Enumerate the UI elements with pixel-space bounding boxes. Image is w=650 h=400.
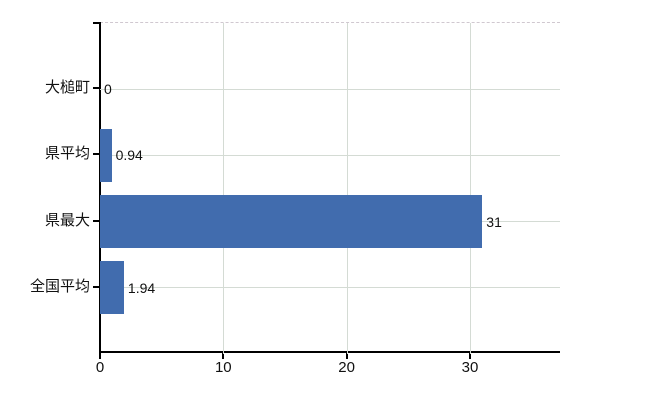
category-label: 全国平均 [29,277,90,295]
x-tick-label: 20 [338,359,355,376]
y-axis [99,22,101,353]
horizontal-gridline [100,154,560,156]
horizontal-gridline [100,287,560,289]
value-label: 0 [104,81,112,98]
bar [100,261,124,315]
y-axis-tick [93,285,100,288]
category-label: 県最大 [44,211,90,229]
y-axis-tick [93,153,100,156]
y-axis-tick [93,87,100,90]
plot-area: 0 0.94 31 1.94 [100,22,560,354]
y-axis-top-tick [93,22,100,24]
value-label: 31 [486,213,502,230]
x-axis [99,351,560,353]
x-tick-label: 30 [461,359,479,376]
x-axis-tick [345,353,348,359]
vertical-gridline [223,23,225,354]
y-axis-tick [93,219,100,222]
vertical-gridline [346,23,348,354]
bar [100,195,483,249]
category-label: 県平均 [44,145,90,163]
x-tick-label: 0 [95,359,105,376]
x-tick-label: 10 [214,359,232,376]
x-axis-tick [222,353,225,359]
value-label: 0.94 [115,147,143,164]
horizontal-gridline [100,88,560,90]
bar [100,128,112,182]
vertical-gridline [469,23,471,354]
x-axis-tick [468,353,471,359]
x-axis-tick [99,353,101,359]
category-label: 大槌町 [44,79,90,97]
value-label: 1.94 [127,279,156,296]
